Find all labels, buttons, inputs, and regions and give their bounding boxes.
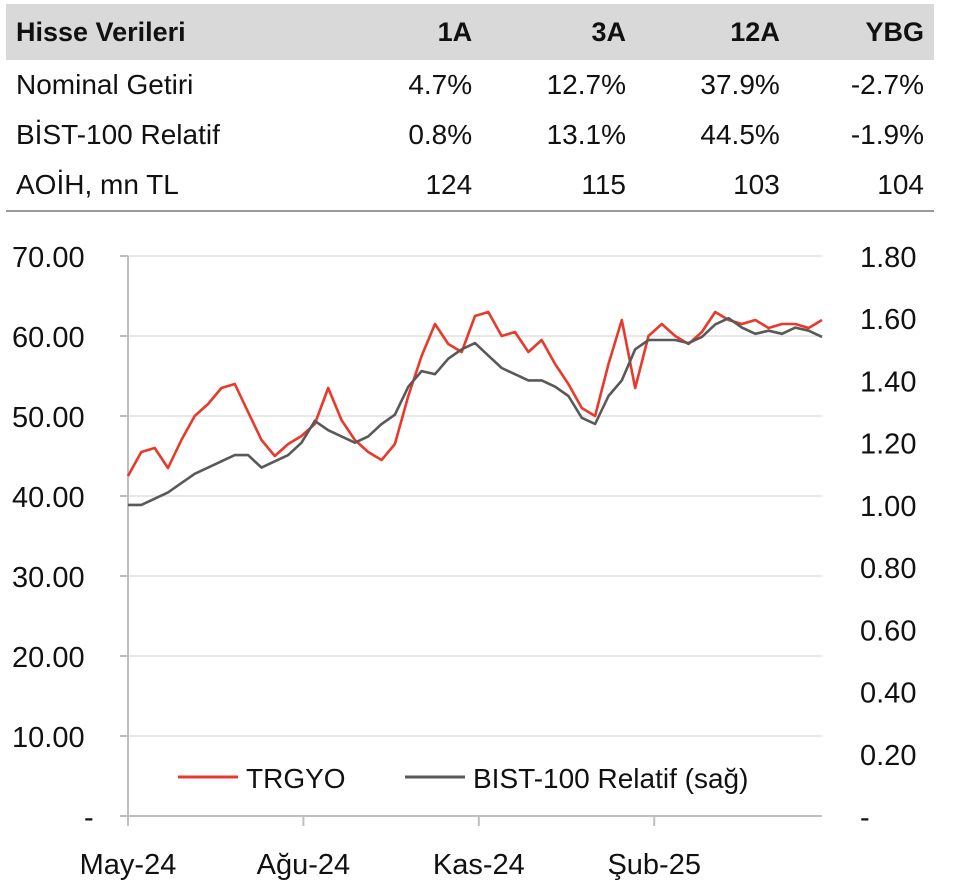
y-tick-label-right: 0.20 bbox=[860, 740, 916, 772]
header-ybg: YBG bbox=[789, 4, 934, 60]
y-tick-label-right: - bbox=[860, 802, 870, 834]
table-cell: 0.8% bbox=[408, 119, 473, 150]
table-row: AOİH, mn TL 124 115 103 104 bbox=[6, 160, 934, 212]
x-tick-label: May-24 bbox=[80, 849, 177, 881]
table-header-row: Hisse Verileri 1A 3A 12A YBG bbox=[6, 4, 934, 60]
y-tick-label-left: - bbox=[84, 802, 94, 834]
table-cell: 12.7% bbox=[546, 69, 626, 100]
header-title: Hisse Verileri bbox=[6, 4, 353, 60]
header-12a: 12A bbox=[635, 4, 790, 60]
table-row: Nominal Getiri 4.7% 12.7% 37.9% -2.7% bbox=[6, 60, 934, 110]
y-tick-label-right: 0.80 bbox=[860, 553, 916, 585]
table-cell: 4.7% bbox=[408, 69, 473, 100]
legend-label: TRGYO bbox=[246, 763, 346, 794]
x-tick-label: Şub-25 bbox=[607, 849, 701, 881]
table-cell: 37.9% bbox=[700, 69, 780, 100]
y-tick-label-left: 40.00 bbox=[12, 482, 85, 514]
legend-label: BIST-100 Relatif (sağ) bbox=[473, 763, 748, 794]
y-tick-label-left: 30.00 bbox=[12, 562, 85, 594]
table-cell: 115 bbox=[482, 160, 636, 212]
row-label: AOİH, mn TL bbox=[6, 160, 353, 212]
y-tick-label-right: 1.00 bbox=[860, 491, 916, 523]
y-tick-label-left: 70.00 bbox=[12, 242, 85, 274]
y-tick-label-right: 1.40 bbox=[860, 366, 916, 398]
table-row: BİST-100 Relatif 0.8% 13.1% 44.5% -1.9% bbox=[6, 110, 934, 160]
y-tick-label-left: 60.00 bbox=[12, 322, 85, 354]
table-cell: -1.9% bbox=[850, 119, 924, 150]
y-tick-label-right: 1.60 bbox=[860, 304, 916, 336]
header-1a: 1A bbox=[352, 4, 483, 60]
table-cell: 124 bbox=[352, 160, 483, 212]
x-tick-label: Kas-24 bbox=[433, 849, 525, 881]
series-line-trgyo bbox=[126, 310, 823, 477]
table-cell: 104 bbox=[789, 160, 934, 212]
x-tick-label: Ağu-24 bbox=[257, 849, 351, 881]
y-tick-label-right: 1.20 bbox=[860, 429, 916, 461]
table-cell: 13.1% bbox=[546, 119, 626, 150]
y-tick-label-left: 10.00 bbox=[12, 722, 85, 754]
series-line-bist100-relatif bbox=[128, 316, 823, 507]
stock-data-table: Hisse Verileri 1A 3A 12A YBG Nominal Get… bbox=[6, 4, 934, 212]
y-tick-label-right: 0.40 bbox=[860, 678, 916, 710]
header-3a: 3A bbox=[482, 4, 636, 60]
y-tick-label-left: 50.00 bbox=[12, 402, 85, 434]
y-tick-label-right: 0.60 bbox=[860, 615, 916, 647]
table-cell: 44.5% bbox=[700, 119, 780, 150]
table-cell: 103 bbox=[635, 160, 790, 212]
row-label: BİST-100 Relatif bbox=[16, 119, 220, 150]
row-label: Nominal Getiri bbox=[16, 69, 194, 100]
table-cell: -2.7% bbox=[850, 69, 924, 100]
y-tick-label-right: 1.80 bbox=[860, 242, 916, 274]
y-tick-label-left: 20.00 bbox=[12, 642, 85, 674]
